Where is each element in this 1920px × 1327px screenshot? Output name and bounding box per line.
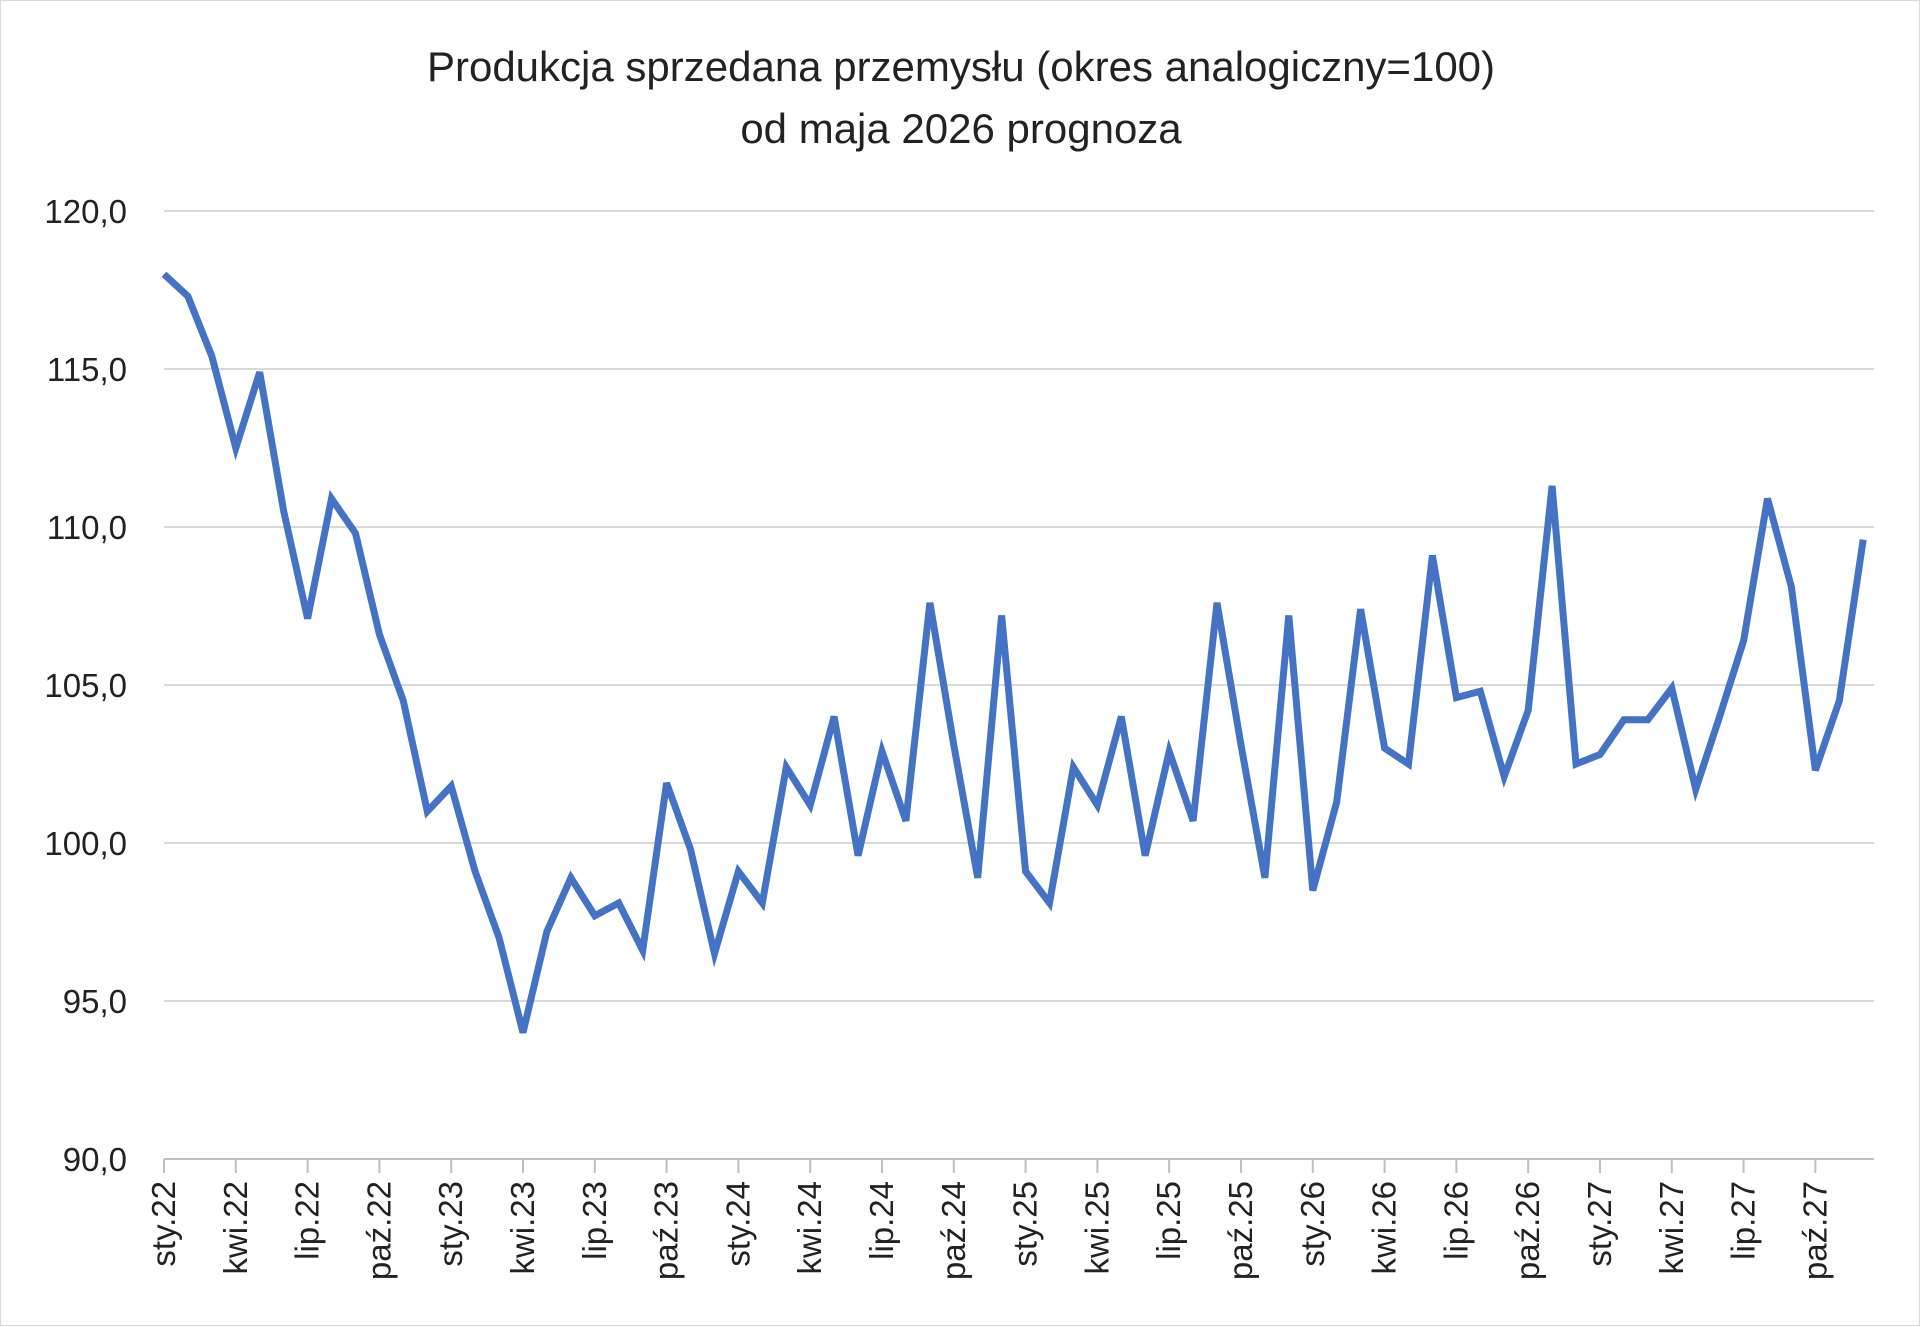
y-tick-label: 110,0 [47, 509, 127, 546]
x-tick-label: paź.23 [648, 1181, 685, 1280]
x-tick-label: sty.23 [432, 1181, 469, 1267]
y-tick-label: 115,0 [47, 351, 127, 388]
x-tick-label: sty.26 [1294, 1181, 1331, 1267]
x-tick-label: sty.27 [1581, 1181, 1618, 1267]
gridlines [164, 210, 1874, 1002]
x-tick-label: kwi.24 [791, 1181, 828, 1275]
x-tick-label: kwi.26 [1366, 1181, 1403, 1275]
x-tick-label: lip.22 [289, 1181, 326, 1260]
series-layer [161, 271, 1867, 1034]
x-tick-label: kwi.27 [1653, 1181, 1690, 1275]
y-tick-label: 95,0 [63, 983, 127, 1020]
x-tick-label: kwi.23 [504, 1181, 541, 1275]
y-axis: 90,0 95,0 100,0 105,0 110,0 115,0 120,0 [44, 193, 127, 1178]
x-tick-label: sty.25 [1007, 1181, 1044, 1267]
x-tick-label: kwi.25 [1078, 1181, 1115, 1275]
y-tick-label: 120,0 [44, 193, 127, 230]
x-tick-label: paź.24 [935, 1181, 972, 1280]
x-tick-label: kwi.22 [217, 1181, 254, 1275]
y-tick-label: 105,0 [44, 667, 127, 704]
x-tick-label: lip.26 [1437, 1181, 1474, 1260]
x-tick-label: lip.25 [1150, 1181, 1187, 1260]
x-tick-label: paź.22 [360, 1181, 397, 1280]
y-tick-label: 100,0 [44, 825, 127, 862]
x-axis: sty.22 kwi.22 lip.22 paź.22 sty.23 kwi.23 lip.… [145, 1158, 1874, 1280]
x-tick-label: sty.24 [719, 1181, 756, 1267]
x-tick-label: lip.24 [863, 1181, 900, 1260]
x-tick-label: lip.27 [1725, 1181, 1762, 1260]
x-tick-label: paź.25 [1222, 1181, 1259, 1280]
chart-title: Produkcja sprzedana przemysłu (okres ana… [427, 43, 1495, 90]
x-tick-label: lip.23 [576, 1181, 613, 1260]
x-tick-label: paź.26 [1509, 1181, 1546, 1280]
chart-subtitle: od maja 2026 prognoza [740, 105, 1182, 152]
y-tick-label: 90,0 [63, 1141, 127, 1178]
x-tick-label: paź.27 [1796, 1181, 1833, 1280]
x-tick-label: sty.22 [145, 1181, 182, 1267]
series-line [161, 271, 1867, 1034]
